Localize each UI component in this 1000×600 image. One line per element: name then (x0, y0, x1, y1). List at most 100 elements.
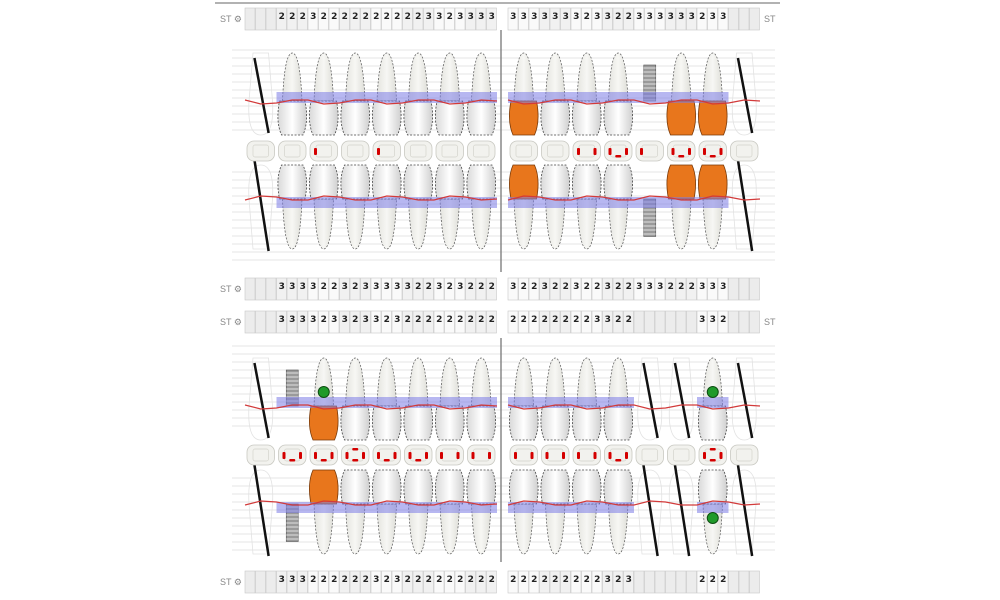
probing-value[interactable]: 3 (542, 282, 548, 292)
tooth-crown[interactable] (697, 52, 729, 136)
probing-cell[interactable] (454, 570, 466, 594)
tooth-missing[interactable] (668, 357, 694, 441)
probing-value[interactable]: 2 (415, 12, 421, 22)
tooth-missing[interactable] (731, 159, 757, 252)
probing-value[interactable]: 2 (521, 315, 527, 325)
probing-cell[interactable] (549, 277, 561, 301)
probing-cell[interactable] (433, 570, 445, 594)
probing-value[interactable]: 3 (289, 282, 295, 292)
probing-value[interactable]: 2 (542, 315, 548, 325)
tooth-crown[interactable] (508, 164, 540, 250)
probing-cell[interactable] (454, 277, 466, 301)
probing-cell[interactable] (370, 277, 382, 301)
probing-value[interactable]: 3 (373, 575, 379, 585)
probing-cell[interactable] (612, 277, 624, 301)
probing-value[interactable]: 2 (689, 282, 695, 292)
probing-value[interactable]: 2 (363, 12, 369, 22)
probing-cell[interactable] (518, 310, 529, 334)
probing-value[interactable]: 3 (279, 282, 285, 292)
probing-value[interactable]: 2 (321, 12, 327, 22)
probing-value[interactable]: 2 (415, 575, 421, 585)
probing-cell[interactable] (349, 7, 361, 31)
tooth-normal[interactable] (539, 357, 572, 441)
probing-cell[interactable] (560, 277, 571, 301)
occlusal-tooth[interactable] (572, 444, 601, 466)
probing-value[interactable]: 3 (710, 282, 716, 292)
occlusal-tooth[interactable] (372, 444, 401, 466)
probing-value[interactable]: 2 (342, 12, 348, 22)
probing-value[interactable]: 3 (279, 315, 285, 325)
tooth-normal[interactable] (571, 357, 603, 441)
probing-value[interactable]: 2 (489, 575, 495, 585)
probing-cell[interactable] (412, 277, 424, 301)
probing-cell[interactable] (297, 277, 308, 301)
probing-cell[interactable] (612, 570, 624, 594)
probing-value[interactable]: 2 (510, 575, 516, 585)
probing-cell[interactable] (244, 7, 256, 31)
tooth-normal[interactable] (508, 357, 540, 441)
probing-value[interactable]: 2 (668, 282, 674, 292)
probing-value[interactable]: 3 (300, 315, 306, 325)
probing-cell[interactable] (738, 570, 750, 594)
probing-cell[interactable] (297, 570, 308, 594)
probing-cell[interactable] (475, 7, 487, 31)
probing-value[interactable]: 3 (542, 12, 548, 22)
probing-cell[interactable] (381, 570, 392, 594)
probing-value[interactable]: 2 (384, 12, 390, 22)
tooth-normal[interactable] (371, 469, 403, 555)
probing-value[interactable]: 2 (521, 282, 527, 292)
probing-cell[interactable] (328, 277, 340, 301)
probing-value[interactable]: 2 (457, 315, 463, 325)
probing-cell[interactable] (391, 7, 403, 31)
probing-cell[interactable] (707, 277, 718, 301)
probing-value[interactable]: 2 (615, 575, 621, 585)
probing-value[interactable]: 2 (310, 575, 316, 585)
probing-value[interactable]: 3 (373, 282, 379, 292)
probing-value[interactable]: 2 (394, 12, 400, 22)
tooth-normal[interactable] (402, 52, 435, 136)
probing-value[interactable]: 3 (636, 282, 642, 292)
occlusal-tooth[interactable] (435, 140, 464, 162)
probing-cell[interactable] (370, 310, 382, 334)
probing-value[interactable]: 2 (720, 575, 726, 585)
probing-value[interactable]: 2 (468, 575, 474, 585)
probing-cell[interactable] (507, 570, 519, 594)
probing-value[interactable]: 2 (415, 315, 421, 325)
probing-value[interactable]: 2 (552, 315, 558, 325)
probing-value[interactable]: 2 (552, 282, 558, 292)
probing-cell[interactable] (644, 7, 655, 31)
probing-value[interactable]: 2 (426, 282, 432, 292)
probing-value[interactable]: 2 (352, 12, 358, 22)
probing-cell[interactable] (728, 310, 739, 334)
probing-value[interactable]: 2 (573, 315, 579, 325)
probing-cell[interactable] (570, 7, 582, 31)
occlusal-tooth[interactable] (667, 140, 696, 162)
occlusal-tooth[interactable] (604, 140, 633, 162)
occlusal-tooth[interactable] (309, 444, 338, 466)
probing-value[interactable]: 2 (321, 282, 327, 292)
probing-cell[interactable] (602, 7, 613, 31)
probing-cell[interactable] (381, 7, 392, 31)
probing-cell[interactable] (391, 310, 403, 334)
probing-cell[interactable] (518, 7, 529, 31)
probing-value[interactable]: 3 (300, 282, 306, 292)
probing-cell[interactable] (433, 277, 445, 301)
probing-cell[interactable] (528, 277, 540, 301)
probing-cell[interactable] (307, 570, 319, 594)
probing-cell[interactable] (276, 310, 287, 334)
probing-cell[interactable] (665, 570, 676, 594)
probing-value[interactable]: 3 (573, 12, 579, 22)
probing-cell[interactable] (486, 277, 497, 301)
probing-cell[interactable] (412, 7, 424, 31)
tooth-crown[interactable] (308, 357, 340, 441)
probing-value[interactable]: 3 (605, 575, 611, 585)
probing-value[interactable]: 2 (489, 315, 495, 325)
tooth-missing[interactable] (637, 357, 663, 441)
st-label-right[interactable]: ST (764, 317, 776, 327)
probing-cell[interactable] (560, 310, 571, 334)
probing-cell[interactable] (549, 570, 561, 594)
probing-cell[interactable] (707, 570, 718, 594)
probing-value[interactable]: 2 (489, 282, 495, 292)
probing-cell[interactable] (286, 277, 298, 301)
occlusal-tooth[interactable] (341, 140, 370, 162)
